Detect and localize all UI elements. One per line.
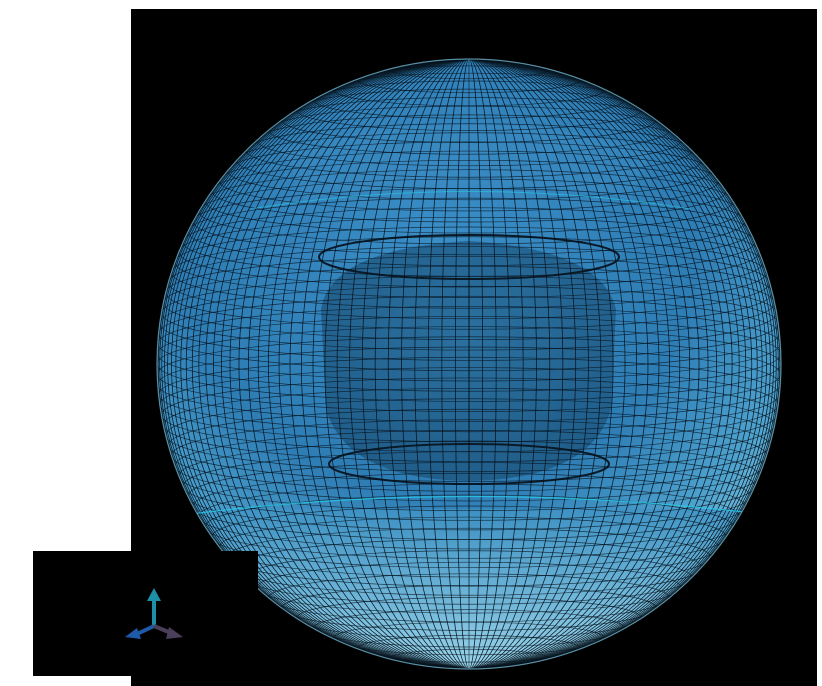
mesh-canvas[interactable] xyxy=(131,9,817,686)
mesh-longitude-line xyxy=(167,59,771,669)
mesh-longitude-line xyxy=(414,59,524,669)
mesh-longitude-line xyxy=(301,59,637,669)
mesh-longitude-line xyxy=(213,59,725,669)
mesh-longitude-line xyxy=(349,59,589,669)
mesh-longitude-line xyxy=(268,59,670,669)
mesh-longitude-line xyxy=(455,59,483,669)
mesh-longitude-line xyxy=(164,59,774,669)
mesh-latitude-line xyxy=(157,326,781,402)
mesh-longitude-line xyxy=(312,59,626,669)
mesh-longitude-line xyxy=(161,59,777,669)
axis-triad xyxy=(125,588,183,639)
sphere-model[interactable] xyxy=(151,58,791,686)
mesh-longitude-line xyxy=(468,59,470,669)
mesh-longitude-line xyxy=(361,59,577,669)
axis-left-arrow-icon xyxy=(125,624,155,639)
mesh-longitude-line xyxy=(401,59,537,669)
mesh-longitude-line xyxy=(238,59,700,669)
mesh-longitude-line xyxy=(257,59,681,669)
mesh-longitude-line xyxy=(278,59,660,669)
mesh-longitude-line xyxy=(324,59,614,669)
mesh-longitude-line xyxy=(387,59,551,669)
sphere-outline xyxy=(156,58,782,670)
axis-up-arrow-icon xyxy=(147,588,161,626)
mesh-longitude-line xyxy=(191,59,747,669)
mesh-longitude-line xyxy=(427,59,511,669)
mesh-longitude-line xyxy=(171,59,767,669)
mesh-longitude-line xyxy=(185,59,753,669)
highlight-seam xyxy=(190,495,762,515)
mesh-longitude-line xyxy=(374,59,564,669)
mesh-longitude-line xyxy=(175,59,763,669)
mesh-longitude-line xyxy=(336,59,602,669)
mesh-longitude-line xyxy=(248,59,690,669)
mesh-longitude-line xyxy=(441,59,497,669)
mesh-longitude-line xyxy=(221,59,717,669)
mesh-longitude-line xyxy=(289,59,649,669)
mesh-longitude-line xyxy=(198,59,740,669)
axis-right-arrow-icon xyxy=(153,624,183,639)
mesh-longitude-line xyxy=(229,59,709,669)
mesh-longitude-line xyxy=(180,59,758,669)
3d-viewport[interactable] xyxy=(131,9,817,686)
mesh-longitude-line xyxy=(157,59,781,669)
mesh-longitude-line xyxy=(205,59,733,669)
mesh-longitude-line xyxy=(159,59,779,669)
orientation-triad-panel xyxy=(33,551,258,676)
highlight-seam xyxy=(250,191,692,210)
